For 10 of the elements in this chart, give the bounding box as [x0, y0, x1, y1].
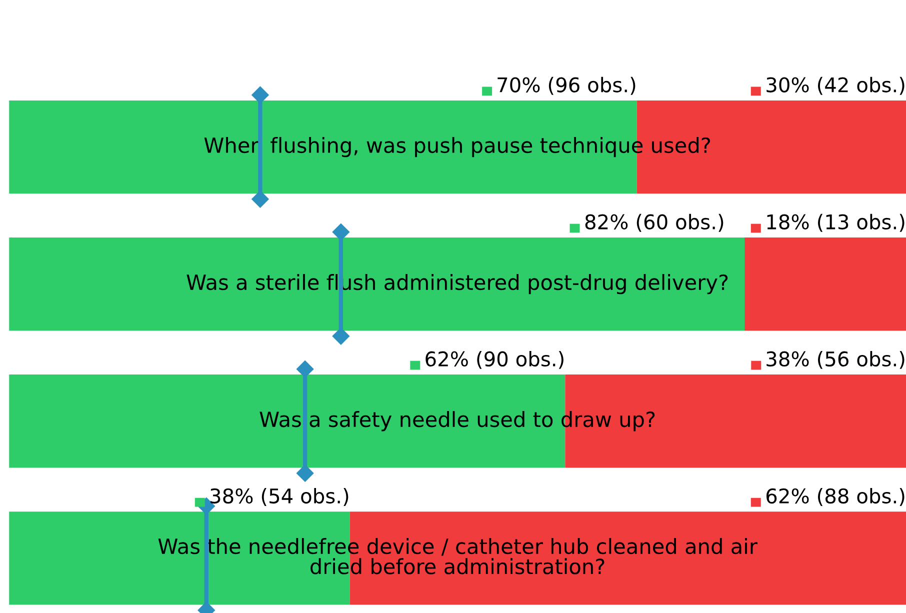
bar [744, 238, 906, 331]
data-label: 82% (60 obs.) [585, 214, 724, 232]
data-label: 70% (96 obs.) [498, 76, 636, 95]
bar [9, 238, 745, 331]
data-label: 62% (90 obs.) [426, 350, 564, 369]
data-label: 38% (56 obs.) [766, 350, 904, 369]
data-label: 38% (54 obs.) [210, 488, 348, 506]
data-label: 18% (13 obs.) [767, 214, 904, 232]
data-label: 30% (42 obs.) [766, 76, 904, 95]
data-label: 62% (88 obs.) [766, 488, 904, 506]
